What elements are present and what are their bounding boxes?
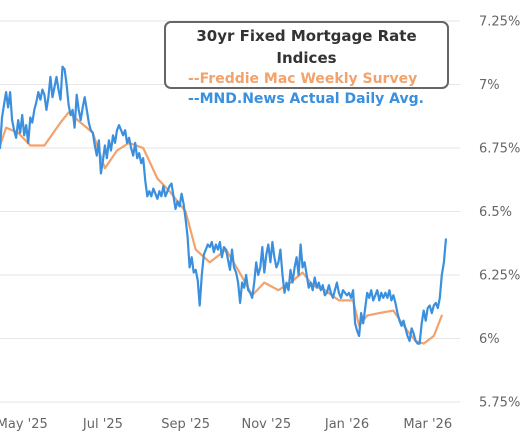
legend-item-freddie-mac: --Freddie Mac Weekly Survey [188,71,418,87]
x-tick-label: Nov '25 [242,417,292,432]
legend-item-mnd-daily: --MND.News Actual Daily Avg. [188,91,424,107]
y-axis-ticks: 7.25% 7% 6.75% 6.5% 6.25% 6% 5.75% [479,15,520,411]
y-tick-label: 7.25% [479,15,520,30]
y-tick-label: 6.5% [479,205,512,220]
gridlines [0,20,460,403]
x-tick-label: Jan '26 [324,417,369,432]
x-tick-label: May '25 [0,417,48,432]
series-line-freddie-mac [0,111,443,345]
series-line-mnd-daily [0,65,447,345]
y-tick-label: 6.75% [479,142,520,157]
series-lines [0,65,447,345]
chart-title: 30yr Fixed Mortgage Rate Indices [196,27,417,67]
x-tick-label: Mar '26 [403,417,452,432]
legend: 30yr Fixed Mortgage Rate Indices --Fredd… [164,21,449,107]
y-tick-label: 6.25% [479,269,520,284]
x-tick-label: Jul '25 [82,417,123,432]
y-tick-label: 6% [479,332,500,347]
y-tick-label: 7% [479,78,500,93]
y-tick-label: 5.75% [479,396,520,411]
x-axis-ticks: May '25 Jul '25 Sep '25 Nov '25 Jan '26 Mar '… [0,417,452,432]
x-tick-label: Sep '25 [161,417,210,432]
